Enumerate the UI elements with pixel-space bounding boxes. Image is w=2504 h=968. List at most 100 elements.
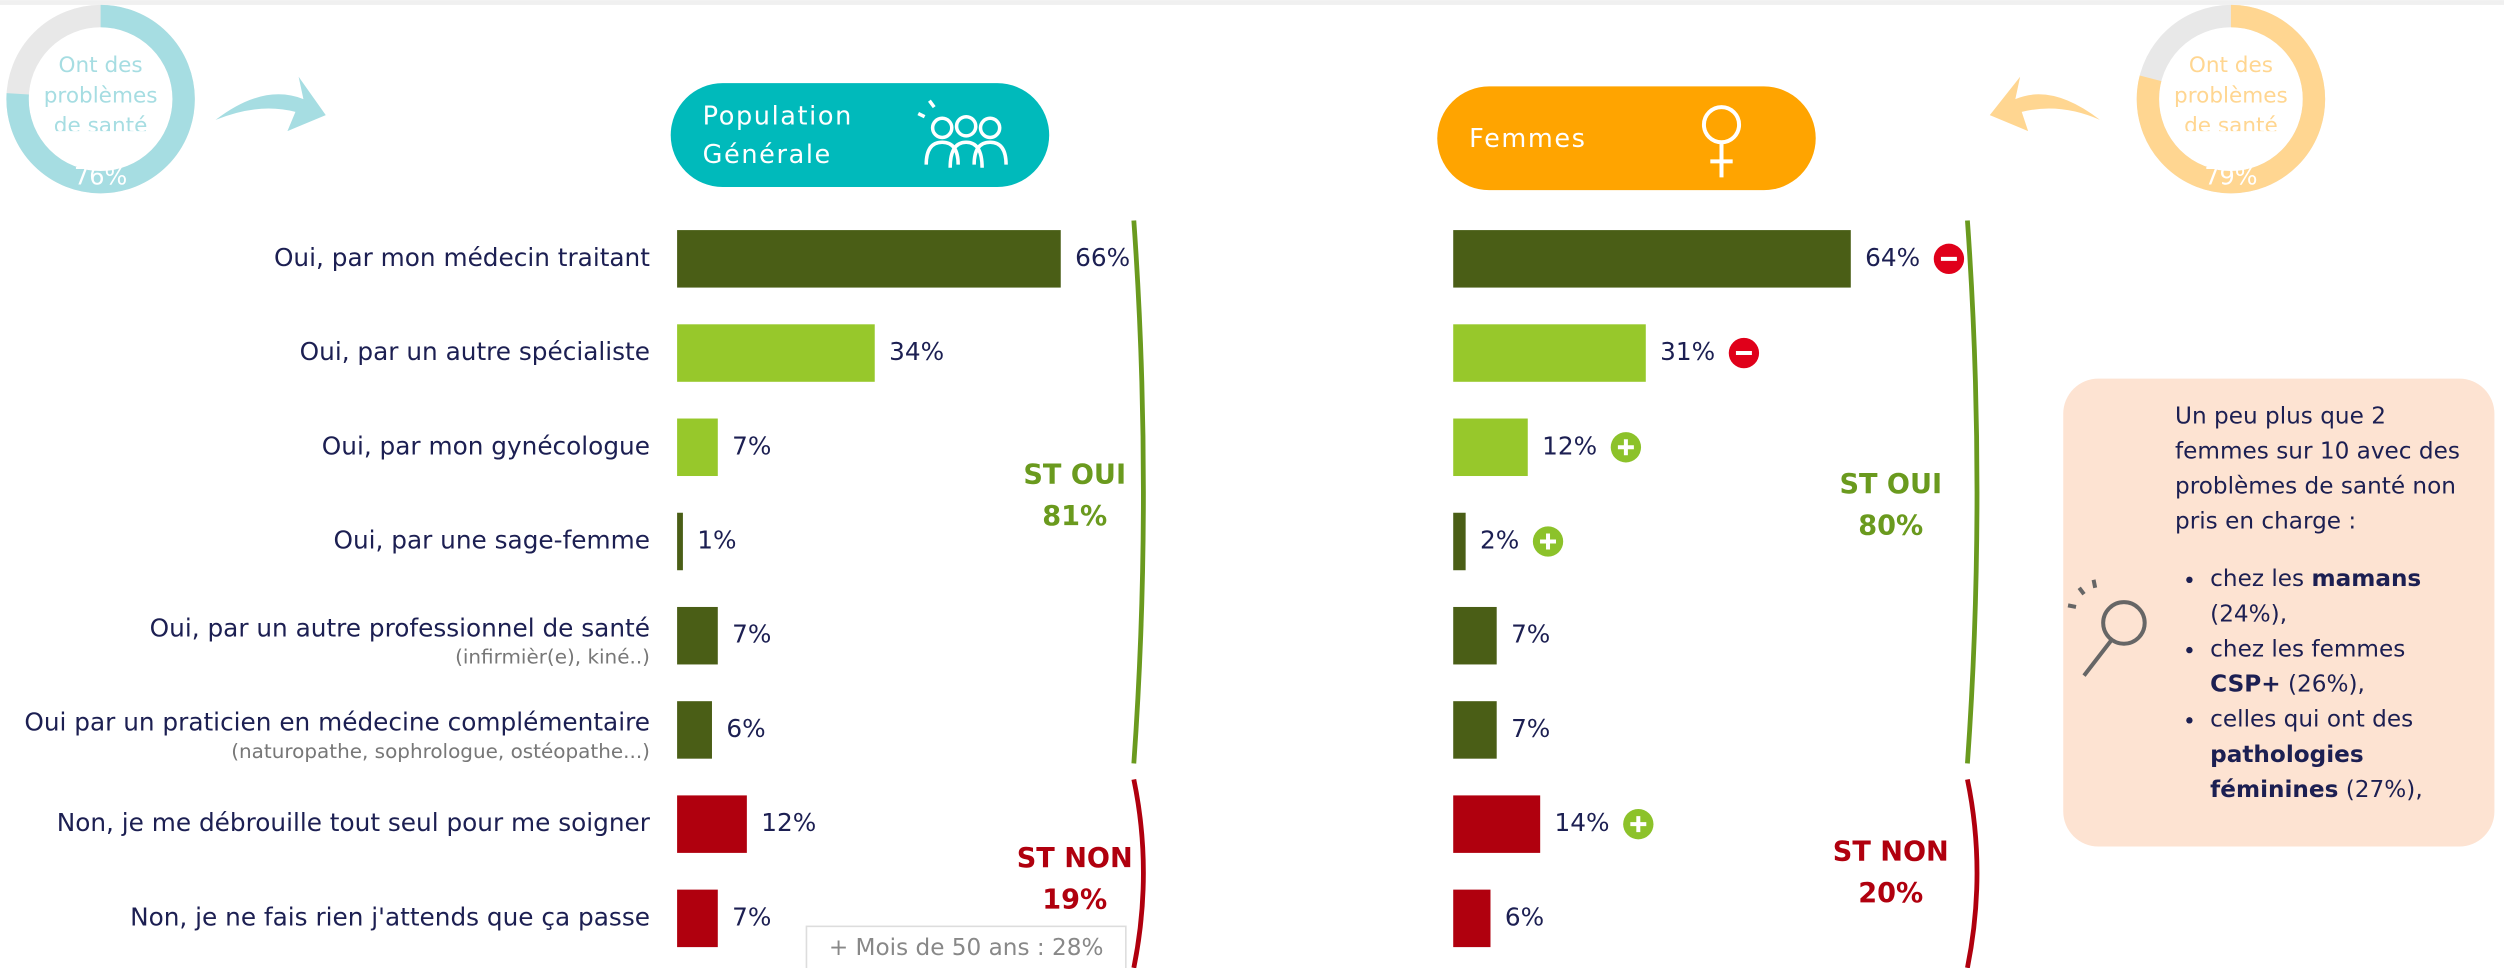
bracket	[1131, 220, 1146, 764]
bar	[1453, 889, 1491, 948]
header-title-text: Femmes	[1469, 123, 1587, 154]
row-label: Non, je ne fais rien j'attends que ça pa…	[130, 902, 650, 931]
row-label: Oui, par mon gynécologue	[322, 431, 650, 460]
value-label: 7%	[732, 620, 771, 649]
value-label: 2%	[1480, 525, 1519, 554]
group-value: 19%	[1042, 884, 1107, 915]
people-icon	[917, 99, 1008, 168]
people-icon-head	[954, 114, 978, 138]
value-label: 7%	[732, 902, 771, 931]
sign-plus-glyph	[1617, 439, 1634, 456]
group-label: ST NON	[1833, 836, 1949, 867]
row-label: Oui par un praticien en médecine complém…	[24, 708, 650, 737]
bracket	[1965, 220, 1980, 764]
callout-box	[2063, 378, 2495, 847]
bar	[1453, 324, 1646, 382]
donut-text: Ont des problèmes de santé	[2167, 51, 2295, 131]
sign-plus-glyph	[1540, 533, 1557, 550]
value-label: 6%	[726, 714, 765, 743]
bar	[677, 512, 683, 571]
value-label: 7%	[1511, 714, 1550, 743]
group-value: 20%	[1858, 878, 1923, 909]
arrow	[1989, 76, 2100, 132]
item-bold: mamans	[2311, 567, 2422, 593]
bar	[677, 889, 718, 948]
row-label: Oui, par mon médecin traitant	[274, 243, 650, 272]
arrow	[215, 76, 326, 132]
bar	[1453, 418, 1528, 477]
value-label: 7%	[1511, 620, 1550, 649]
donut-text: Ont des problèmes de santé	[37, 51, 165, 131]
value-label: 6%	[1505, 902, 1544, 931]
item-bold: pathologies féminines	[2210, 742, 2364, 804]
row-label: Oui, par un autre professionnel de santé	[150, 613, 650, 642]
top-strip	[0, 0, 2504, 5]
header-title: Femmes	[1469, 99, 1645, 179]
value-label: 64%	[1865, 243, 1920, 272]
donut-text-box: Ont des problèmes de santé	[2167, 51, 2295, 131]
item-bold: CSP+	[2210, 672, 2281, 698]
group-value: 80%	[1858, 511, 1923, 542]
header-title: Population Générale	[703, 96, 879, 176]
header-title-text: Population Générale	[702, 100, 853, 170]
bar	[677, 324, 875, 382]
bar	[677, 418, 718, 477]
people-icon-head	[978, 116, 1002, 140]
header-title-box: Femmes	[1469, 99, 1645, 179]
value-label: 12%	[1542, 431, 1597, 460]
callout: Un peu plus que 2 femmes sur 10 avec des…	[2175, 399, 2486, 846]
donut-caption: Ont des problèmes de santé	[2174, 52, 2288, 132]
header-title-box: Population Générale	[703, 96, 879, 176]
bar	[1453, 795, 1541, 853]
callout-item: chez les mamans (24%),	[2210, 562, 2481, 632]
item-before: chez les	[2210, 567, 2305, 593]
donut-caption: Ont des problèmes de santé	[43, 52, 158, 132]
callout-list: chez les mamans (24%),chez les femmes CS…	[2175, 562, 2482, 808]
callout-intro: Un peu plus que 2 femmes sur 10 avec des…	[2175, 399, 2482, 540]
donut-arc	[2136, 4, 2326, 194]
item-after: (26%),	[2288, 672, 2365, 698]
sign-plus-glyph	[1630, 816, 1647, 833]
bar	[1453, 701, 1497, 759]
group-label: ST OUI	[1023, 460, 1126, 491]
callout-item: chez les femmes CSP+ (26%),	[2210, 633, 2481, 703]
donut-value: 79%	[2204, 162, 2257, 190]
row-note: (infirmièr(e), kiné..)	[455, 645, 650, 669]
donut-value: 76%	[74, 162, 127, 190]
row-label: Oui, par une sage-femme	[333, 525, 649, 554]
group-value: 81%	[1042, 501, 1107, 532]
group-label: ST OUI	[1839, 469, 1942, 500]
people-icon-head	[930, 116, 954, 140]
bracket	[1965, 778, 1980, 968]
header-pill	[670, 83, 1050, 187]
donut-text-box: Ont des problèmes de santé	[37, 51, 165, 131]
bar	[1453, 230, 1851, 288]
row-label: Oui, par un autre spécialiste	[300, 337, 650, 366]
bar	[1453, 512, 1466, 571]
bar	[1453, 606, 1497, 665]
annotation: + Mois de 50 ans : 28%	[829, 935, 1104, 961]
group-label: ST NON	[1017, 843, 1133, 874]
annotation-box	[805, 925, 1127, 968]
value-label: 14%	[1555, 808, 1610, 837]
bar	[677, 606, 718, 665]
row-label: Non, je me débrouille tout seul pour me …	[57, 808, 651, 837]
value-label: 1%	[697, 525, 736, 554]
bar	[677, 795, 747, 853]
item-before: chez les femmes	[2210, 637, 2406, 663]
value-label: 34%	[889, 337, 944, 366]
item-after: (27%),	[2345, 777, 2423, 804]
item-before: celles qui ont des	[2210, 707, 2414, 734]
callout-intro-text: Un peu plus que 2 femmes sur 10 avec des…	[2175, 404, 2460, 536]
bar	[677, 230, 1061, 288]
callout-item: celles qui ont des pathologies féminines…	[2210, 703, 2481, 808]
callout-box: Un peu plus que 2 femmes sur 10 avec des…	[2175, 399, 2482, 808]
row-note: (naturopathe, sophrologue, ostéopathe...…	[231, 739, 650, 763]
female-icon-cross	[1710, 142, 1733, 178]
value-label: 7%	[732, 431, 771, 460]
value-label: 12%	[761, 808, 816, 837]
item-after: (24%),	[2210, 602, 2288, 628]
magnifier-icon	[2067, 579, 2147, 677]
bracket	[1131, 778, 1146, 968]
